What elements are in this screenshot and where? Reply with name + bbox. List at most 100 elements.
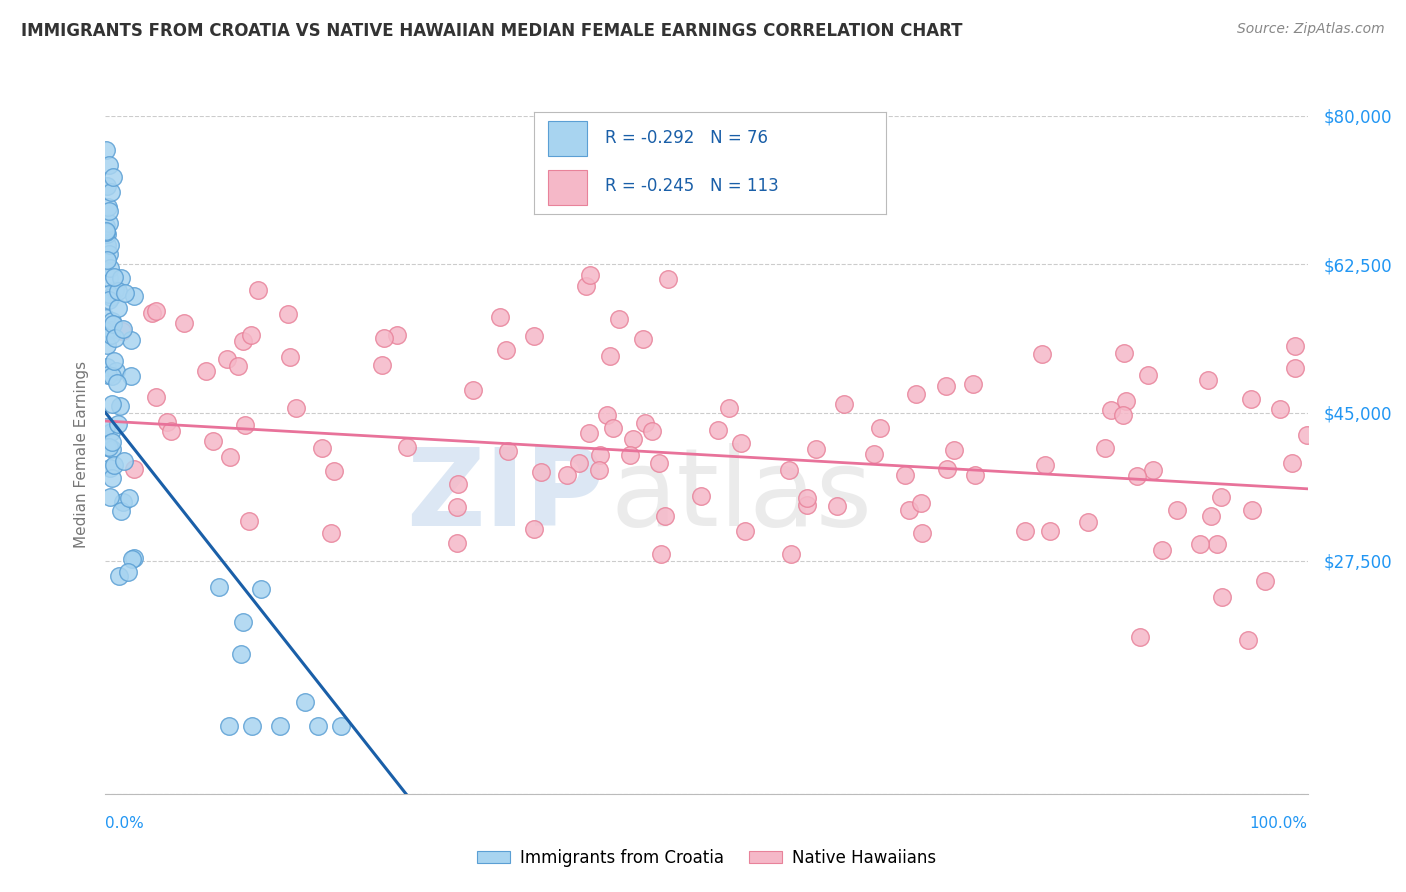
Point [730, 436, 752, 450]
Point [101, 314, 124, 328]
Point [395, 440, 418, 454]
Point [796, 498, 818, 512]
Point [120, 333, 142, 347]
Point [1077, 515, 1099, 529]
Point [1240, 503, 1263, 517]
Point [250, 582, 273, 596]
Point [96, 311, 118, 326]
Point [578, 425, 600, 440]
Point [97, 270, 120, 285]
Point [1295, 428, 1317, 442]
Point [962, 376, 984, 391]
Point [936, 462, 959, 476]
Point [568, 456, 591, 470]
Point [103, 269, 125, 284]
Point [110, 270, 132, 285]
Point [100, 323, 122, 337]
Point [94, 225, 117, 239]
Point [110, 504, 132, 518]
Point [717, 401, 740, 416]
Point [145, 303, 167, 318]
Point [96, 178, 118, 193]
Point [530, 466, 553, 480]
Point [98, 204, 121, 219]
Point [905, 387, 928, 401]
Point [96, 225, 118, 239]
Point [634, 416, 657, 430]
Point [100, 442, 122, 456]
Point [495, 343, 517, 357]
Point [370, 358, 392, 372]
Point [575, 279, 598, 293]
Point [893, 467, 915, 482]
Point [285, 401, 308, 415]
Point [98, 490, 121, 504]
Point [232, 615, 254, 630]
Point [1094, 441, 1116, 455]
Point [1035, 458, 1057, 473]
Point [446, 536, 468, 550]
Point [278, 350, 301, 364]
Point [911, 526, 934, 541]
Point [101, 368, 124, 383]
Point [114, 286, 136, 301]
Point [226, 359, 249, 373]
FancyBboxPatch shape [548, 170, 588, 205]
Point [240, 327, 263, 342]
Text: 100.0%: 100.0% [1250, 816, 1308, 831]
Point [596, 409, 619, 423]
Point [294, 695, 316, 709]
Point [110, 400, 132, 414]
Point [1142, 463, 1164, 477]
Point [98, 157, 121, 171]
Point [96, 359, 118, 374]
Point [107, 417, 129, 432]
Point [107, 301, 129, 315]
Point [233, 418, 256, 433]
Point [103, 354, 125, 368]
Point [734, 524, 756, 539]
Point [217, 352, 239, 367]
Point [942, 442, 965, 457]
Point [238, 514, 260, 528]
Point [160, 424, 183, 438]
Point [1112, 346, 1135, 360]
Point [103, 169, 125, 184]
Text: 0.0%: 0.0% [105, 816, 145, 831]
Point [1136, 368, 1159, 382]
Point [869, 421, 891, 435]
Point [100, 290, 122, 304]
Point [246, 283, 269, 297]
Point [208, 581, 231, 595]
Point [269, 719, 291, 733]
Point [96, 252, 118, 267]
Point [1284, 339, 1306, 353]
Point [1284, 361, 1306, 376]
Point [156, 415, 179, 429]
Point [94, 420, 117, 434]
Point [1197, 373, 1219, 387]
Text: atlas: atlas [610, 442, 872, 549]
Point [100, 327, 122, 342]
Point [145, 390, 167, 404]
Point [111, 322, 134, 336]
Point [112, 454, 135, 468]
Point [654, 509, 676, 524]
Point [897, 503, 920, 517]
Point [607, 312, 630, 326]
Point [779, 547, 801, 561]
Point [229, 647, 252, 661]
Point [195, 364, 218, 378]
Point [599, 350, 621, 364]
Point [94, 219, 117, 233]
Point [648, 456, 671, 470]
Point [373, 331, 395, 345]
Point [104, 284, 127, 298]
Point [98, 247, 121, 261]
Point [101, 317, 124, 331]
Point [98, 238, 121, 252]
Point [619, 448, 641, 462]
Point [96, 440, 118, 454]
Point [522, 329, 544, 343]
Point [633, 332, 655, 346]
